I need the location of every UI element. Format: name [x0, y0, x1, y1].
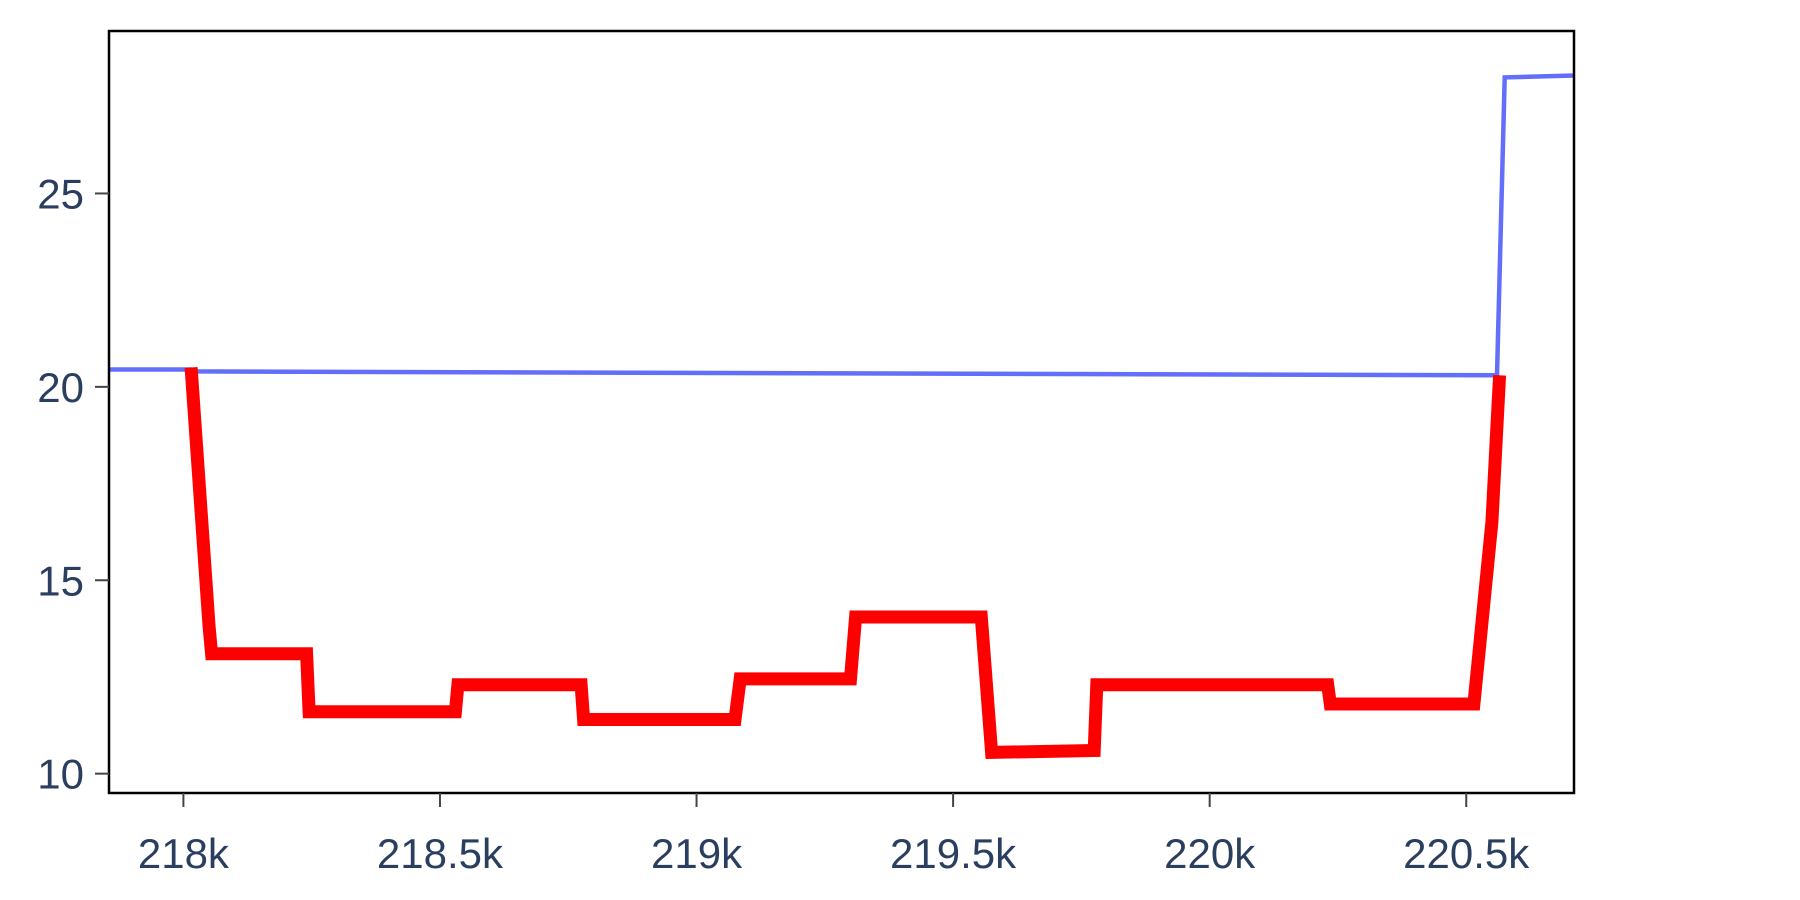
series-layer — [109, 73, 1574, 760]
x-tick-label: 218.5k — [377, 830, 504, 877]
series-line-0 — [109, 73, 1574, 378]
y-tick-label: 25 — [37, 170, 84, 217]
x-tick-label: 219k — [651, 830, 743, 877]
plot-frame — [107, 29, 1576, 795]
series-line-1 — [184, 367, 1507, 760]
y-tick-label: 15 — [37, 557, 84, 604]
y-tick-label: 10 — [37, 751, 84, 798]
x-tick-label: 220k — [1164, 830, 1256, 877]
plot-background — [109, 31, 1574, 793]
x-tick-label: 218k — [138, 830, 230, 877]
y-axis: 10 15 20 25 — [37, 170, 109, 798]
x-tick-label: 219.5k — [890, 830, 1017, 877]
x-axis: 218k 218.5k 219k 219.5k 220k 220.5k — [138, 793, 1530, 877]
y-tick-label: 20 — [37, 364, 84, 411]
x-tick-label: 220.5k — [1403, 830, 1530, 877]
